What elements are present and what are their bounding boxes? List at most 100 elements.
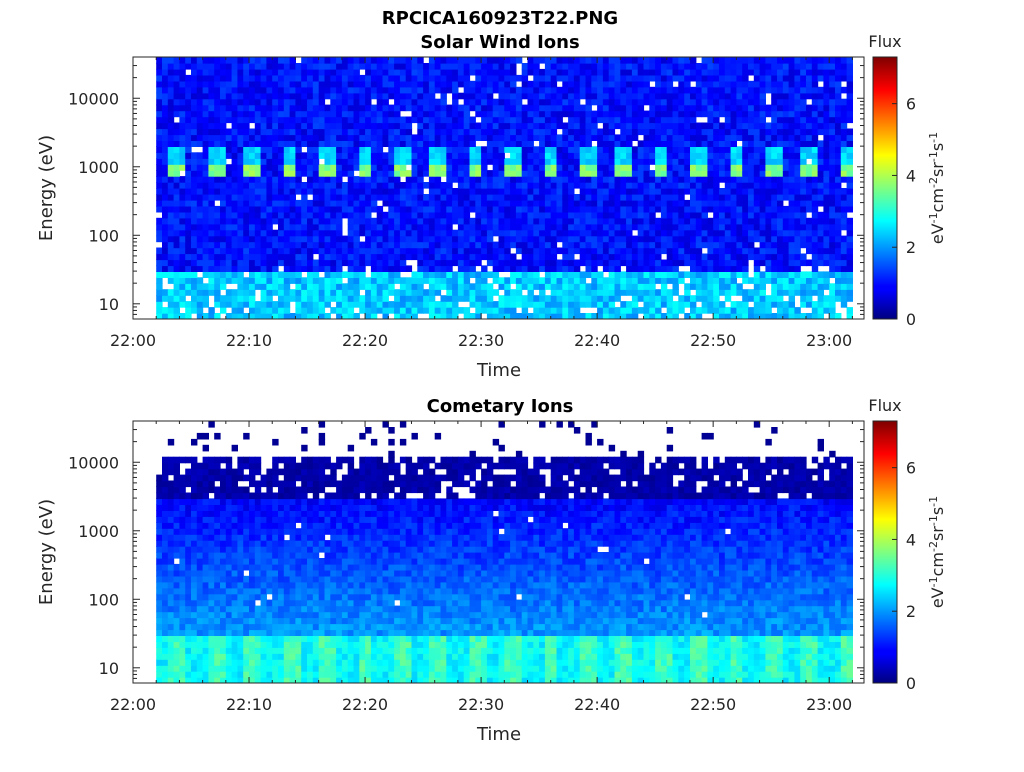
heatmap-cell bbox=[782, 176, 790, 183]
heatmap-cell bbox=[562, 283, 569, 290]
heatmap-cell bbox=[666, 271, 674, 278]
heatmap-cell bbox=[597, 223, 604, 231]
heatmap-cell bbox=[341, 98, 349, 106]
heatmap-cell bbox=[817, 164, 824, 171]
heatmap-cell bbox=[666, 128, 674, 136]
heatmap-cell bbox=[388, 194, 395, 201]
heatmap-cell bbox=[777, 140, 784, 147]
heatmap-cell bbox=[399, 247, 407, 255]
heatmap-cell bbox=[643, 98, 650, 106]
heatmap-cell bbox=[347, 194, 355, 201]
heatmap-cell bbox=[835, 241, 842, 249]
heatmap-cell bbox=[312, 146, 320, 153]
heatmap-cell bbox=[765, 158, 772, 165]
heatmap-cell bbox=[405, 152, 413, 159]
heatmap-cell bbox=[231, 241, 238, 249]
heatmap-cell bbox=[347, 277, 355, 284]
heatmap-cell bbox=[295, 217, 302, 225]
heatmap-cell bbox=[637, 164, 645, 171]
heatmap-cell bbox=[376, 307, 384, 314]
heatmap-cell bbox=[167, 122, 175, 130]
heatmap-cell bbox=[614, 134, 621, 141]
heatmap-cell bbox=[602, 164, 610, 171]
heatmap-cell bbox=[742, 182, 749, 189]
heatmap-cell bbox=[260, 211, 267, 219]
heatmap-cell bbox=[289, 289, 296, 296]
heatmap-cell bbox=[602, 211, 610, 219]
heatmap-cell bbox=[556, 182, 563, 189]
heatmap-cell bbox=[573, 146, 581, 153]
heatmap-cell bbox=[289, 63, 296, 70]
heatmap-cell bbox=[597, 277, 604, 284]
heatmap-cell bbox=[527, 116, 534, 124]
heatmap-cell bbox=[777, 194, 784, 201]
heatmap-cell bbox=[631, 301, 639, 308]
heatmap-cell bbox=[196, 104, 204, 112]
heatmap-cell bbox=[486, 307, 494, 314]
heatmap-cell bbox=[434, 194, 442, 201]
heatmap-cell bbox=[324, 164, 331, 171]
heatmap-cell bbox=[579, 158, 587, 165]
heatmap-cell bbox=[649, 92, 656, 100]
heatmap-cell bbox=[457, 307, 465, 314]
heatmap-cell bbox=[475, 283, 482, 290]
heatmap-cell bbox=[684, 205, 691, 213]
heatmap-cell bbox=[173, 74, 180, 82]
heatmap-cell bbox=[434, 235, 442, 243]
heatmap-cell bbox=[243, 205, 250, 213]
heatmap-cell bbox=[527, 152, 534, 159]
heatmap-cell bbox=[434, 199, 442, 207]
heatmap-cell bbox=[794, 68, 801, 76]
heatmap-cell bbox=[533, 217, 540, 225]
heatmap-cell bbox=[220, 164, 227, 171]
heatmap-cell bbox=[353, 259, 360, 267]
heatmap-cell bbox=[585, 86, 592, 94]
heatmap-cell bbox=[591, 182, 598, 189]
heatmap-cell bbox=[753, 116, 761, 124]
heatmap-cell bbox=[185, 164, 192, 171]
heatmap-cell bbox=[684, 217, 691, 225]
heatmap-cell bbox=[370, 182, 378, 189]
heatmap-cell bbox=[585, 199, 592, 207]
heatmap-cell bbox=[846, 235, 853, 243]
heatmap-cell bbox=[330, 205, 337, 213]
heatmap-cell bbox=[626, 176, 633, 183]
heatmap-cell bbox=[527, 146, 534, 153]
heatmap-cell bbox=[719, 92, 726, 100]
heatmap-cell bbox=[336, 104, 343, 112]
heatmap-cell bbox=[730, 128, 737, 136]
panel-title: Solar Wind Ions bbox=[420, 32, 579, 53]
heatmap-cell bbox=[370, 170, 378, 177]
heatmap-cell bbox=[504, 110, 511, 118]
heatmap-cell bbox=[771, 146, 778, 153]
heatmap-cell bbox=[156, 229, 163, 237]
heatmap-cell bbox=[515, 217, 523, 225]
heatmap-cell bbox=[370, 259, 378, 267]
heatmap-cell bbox=[608, 194, 616, 201]
heatmap-cell bbox=[411, 211, 418, 219]
heatmap-cell bbox=[417, 68, 424, 76]
heatmap-cell bbox=[527, 176, 534, 183]
heatmap-cell bbox=[771, 68, 778, 76]
heatmap-cell bbox=[730, 241, 737, 249]
heatmap-cell bbox=[649, 265, 656, 272]
heatmap-cell bbox=[585, 158, 592, 165]
heatmap-cell bbox=[225, 289, 233, 296]
heatmap-cell bbox=[585, 235, 592, 243]
heatmap-cell bbox=[701, 235, 708, 243]
heatmap-cell bbox=[330, 182, 337, 189]
heatmap-cell bbox=[660, 194, 668, 201]
heatmap-cell bbox=[469, 188, 476, 195]
heatmap-cell bbox=[637, 110, 645, 118]
heatmap-cell bbox=[353, 223, 360, 231]
heatmap-cell bbox=[307, 176, 314, 183]
heatmap-cell bbox=[434, 253, 442, 261]
heatmap-cell bbox=[196, 122, 204, 130]
heatmap-cell bbox=[521, 295, 529, 302]
heatmap-cell bbox=[631, 217, 639, 225]
heatmap-cell bbox=[231, 295, 238, 302]
heatmap-cell bbox=[330, 247, 337, 255]
heatmap-cell bbox=[690, 194, 697, 201]
heatmap-cell bbox=[411, 176, 418, 183]
heatmap-cell bbox=[713, 307, 720, 314]
